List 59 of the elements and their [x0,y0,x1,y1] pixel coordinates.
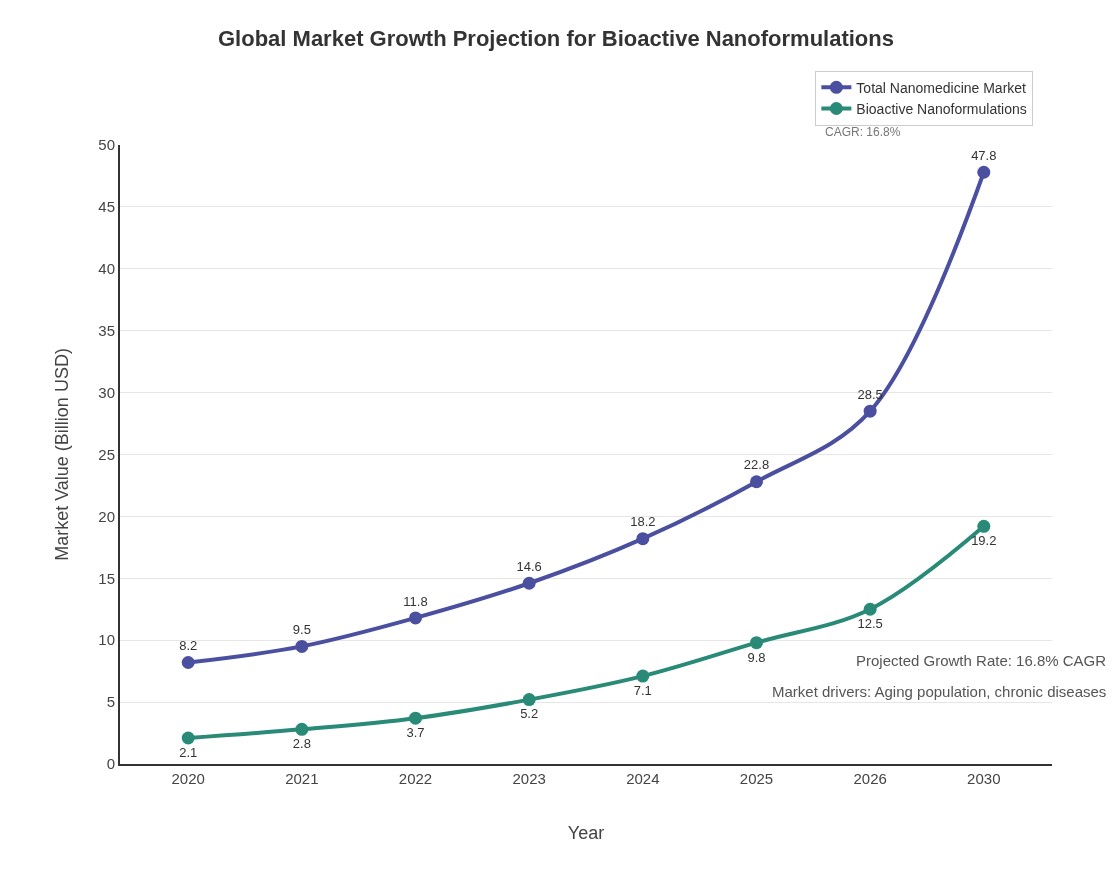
point [181,731,195,745]
y-tick-label: 35 [98,321,115,339]
y-tick-label: 5 [106,693,115,711]
y-tick-label: 50 [98,136,115,154]
y-tick-label: 25 [98,445,115,463]
point [522,693,536,707]
point [750,475,763,489]
data-label: 22.8 [743,457,770,473]
legend-label: Bioactive Nanoformulations [856,100,1027,117]
point [409,611,423,625]
point [409,711,423,725]
data-label: 9.5 [292,622,311,638]
data-label: 7.1 [633,682,652,698]
y-axis-title: Market Value (Billion USD) [52,348,73,561]
data-label: 11.8 [403,593,428,609]
y-tick-label: 40 [98,260,115,278]
legend-label: Total Nanomedicine Market [856,79,1027,96]
y-tick-label: 10 [98,631,115,649]
y-tick-label: 0 [106,755,115,773]
point [295,722,309,736]
data-label: 18.2 [630,514,656,530]
y-tick-label: 45 [98,198,115,216]
data-label: 2.8 [292,736,311,752]
data-label: 3.7 [406,725,425,741]
annotation: Market drivers: Aging population, chronic diseases [772,683,1107,700]
point [636,669,650,683]
point [863,404,877,418]
x-tick-label: 2021 [285,770,319,787]
x-tick-label: 2020 [171,770,205,787]
x-tick-label: 2024 [626,770,660,787]
data-label: 5.2 [520,706,539,722]
point [863,602,877,616]
text: CAGR: 16.8% [825,125,901,139]
x-axis-title: Year [567,822,605,843]
data-label: 8.2 [179,638,198,654]
x-tick-label: 2022 [398,770,433,787]
data-label: 12.5 [857,616,883,632]
data-label: 28.5 [857,386,883,402]
point [295,639,309,653]
y-tick-label: 15 [98,569,115,587]
point [522,576,536,590]
x-tick-label: 2025 [739,770,774,787]
y-tick-label: 20 [98,507,115,525]
data-label: 2.1 [179,744,198,760]
x-tick-label: 2030 [967,770,1001,787]
data-label: 19.2 [971,533,997,549]
data-label: 9.8 [747,649,766,665]
chart-title: Global Market Growth Projection for Bioactive Nanoformulations [218,26,894,52]
y-tick-label: 30 [98,383,115,401]
point [181,655,195,669]
annotation: Projected Growth Rate: 16.8% CAGR [856,652,1107,669]
point [977,165,991,179]
point [750,636,763,650]
point [636,532,650,546]
x-tick-label: 2023 [512,770,546,787]
x-tick-label: 2026 [853,770,887,787]
data-label: 14.6 [516,558,542,574]
point [977,519,991,533]
data-label: 47.8 [971,147,997,163]
